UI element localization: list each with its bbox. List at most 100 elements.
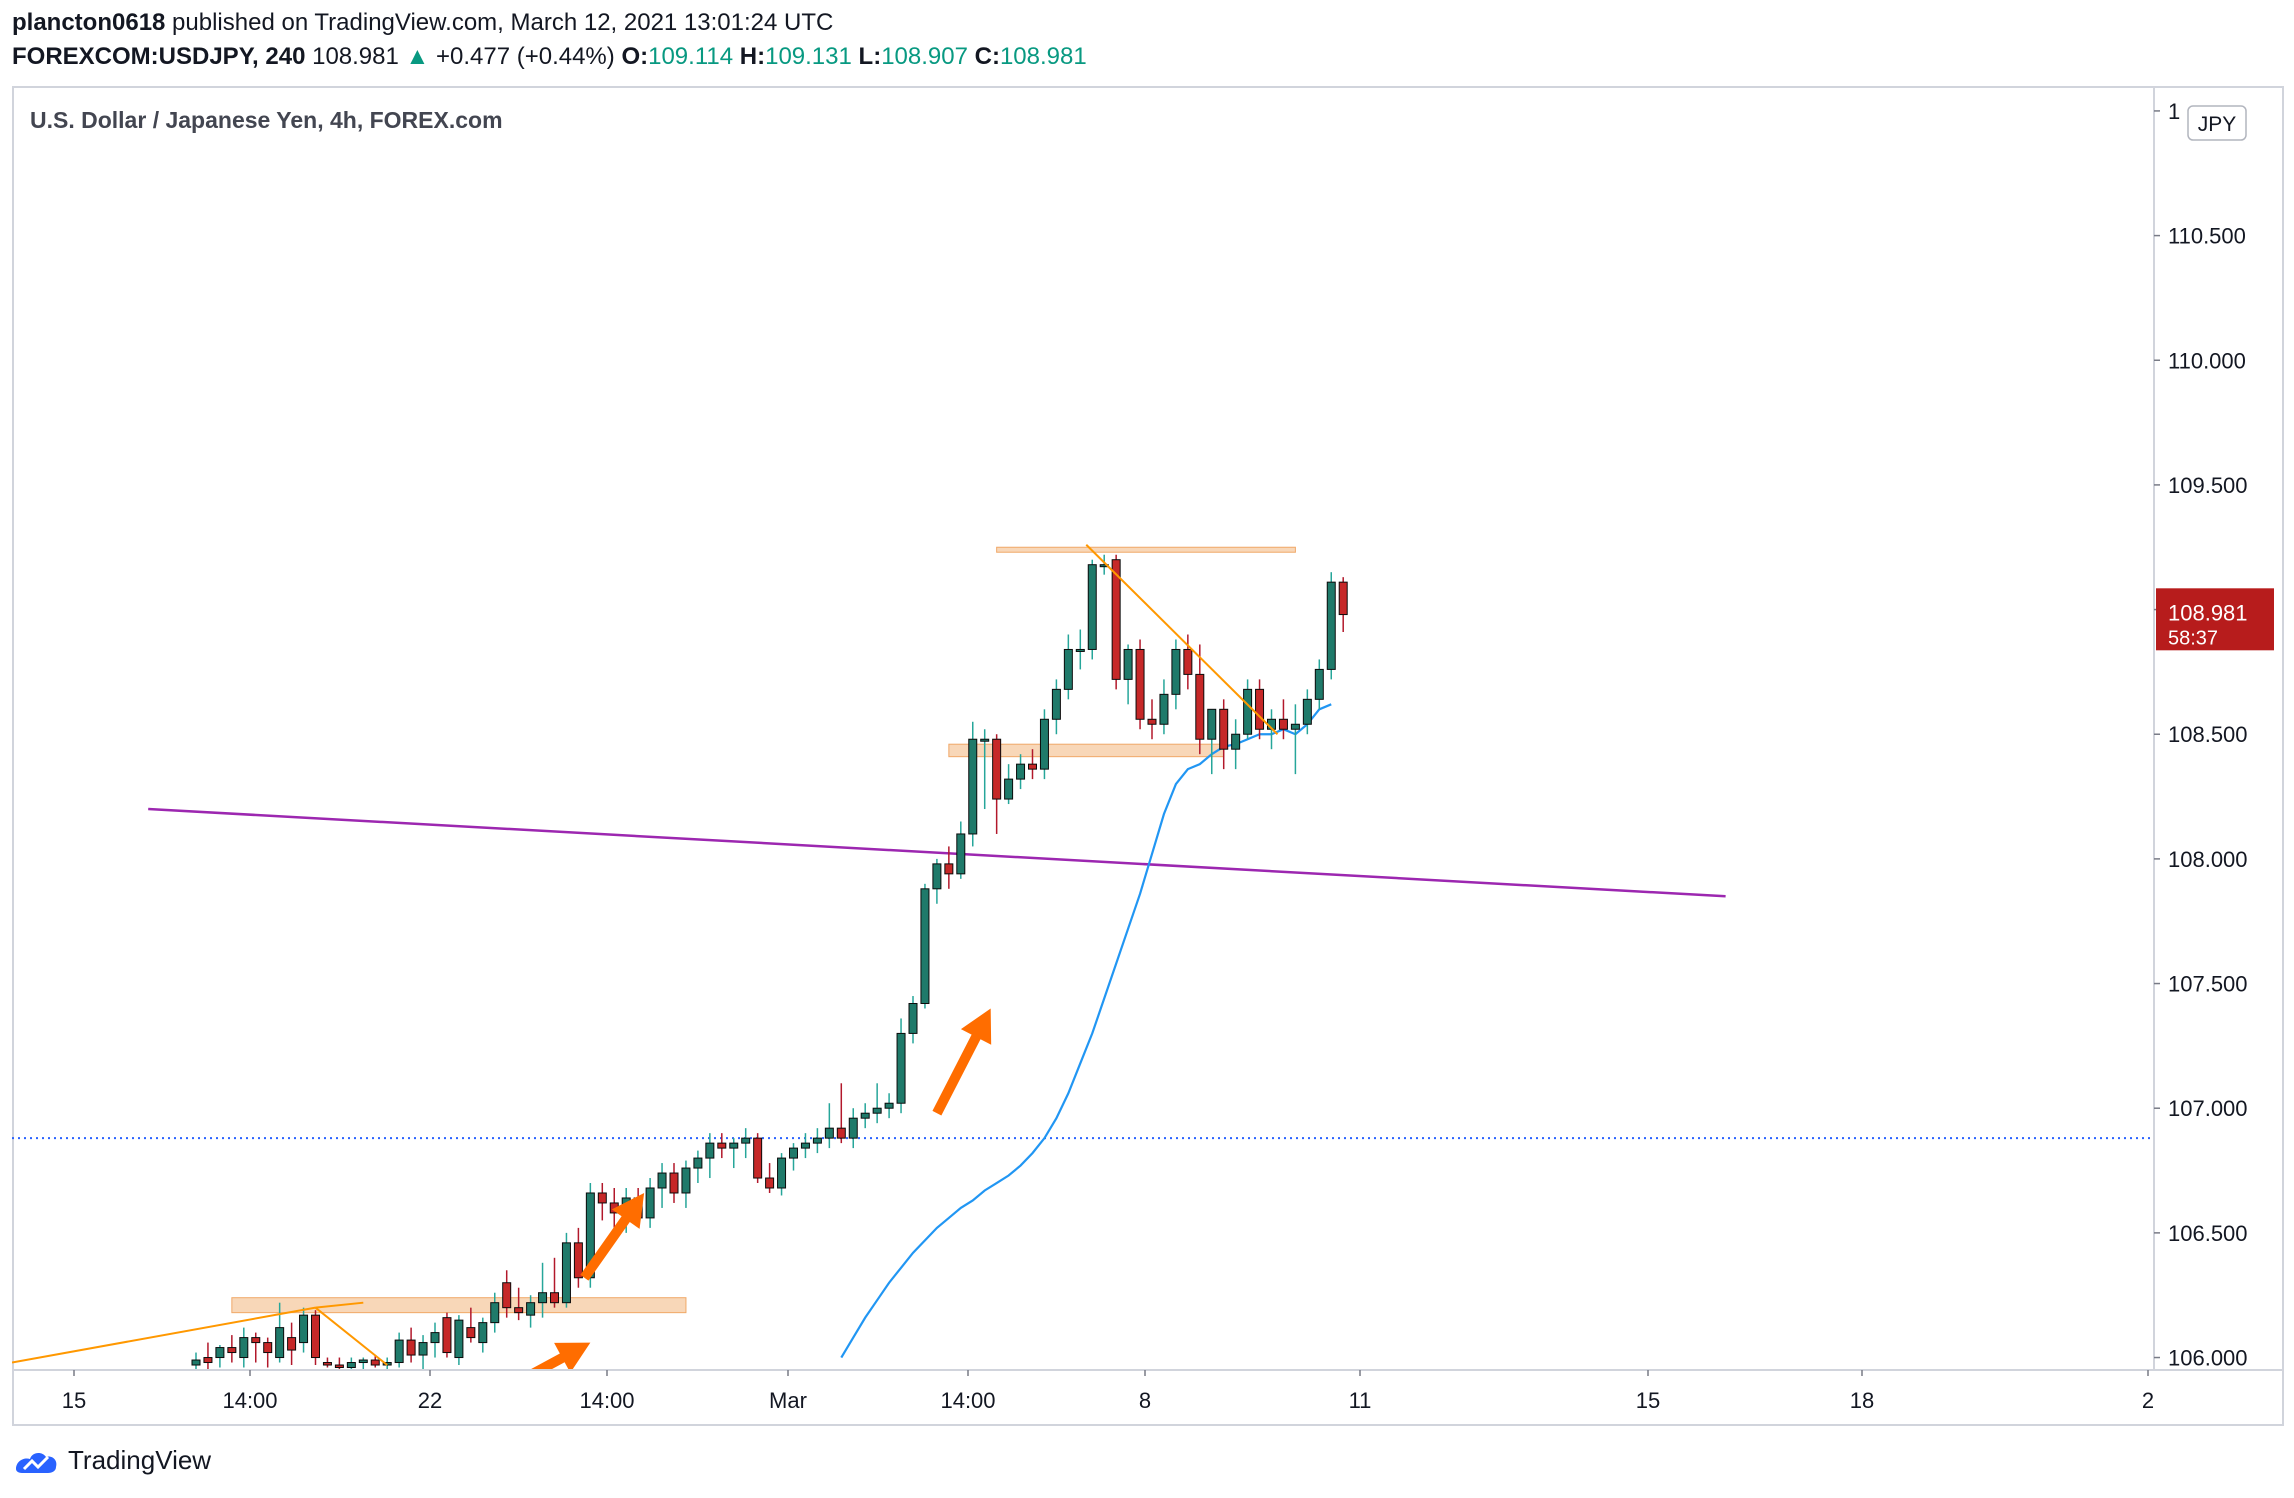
- price-tick-label: 107.000: [2168, 1096, 2248, 1121]
- time-tick-label: 18: [1850, 1388, 1874, 1413]
- author-name[interactable]: plancton0618: [12, 9, 166, 36]
- currency-badge[interactable]: JPY: [2187, 105, 2247, 141]
- candle: [215, 1345, 225, 1368]
- time-tick-label: 15: [62, 1388, 86, 1413]
- candle: [251, 1332, 261, 1363]
- candle-body: [454, 1319, 464, 1359]
- candle-body: [275, 1327, 285, 1359]
- price-tick-label: 1: [2168, 99, 2180, 124]
- candle: [1111, 554, 1121, 690]
- candle-body: [1326, 581, 1336, 670]
- time-tick-label: 14:00: [222, 1388, 277, 1413]
- orange-arrow: [580, 1192, 645, 1281]
- symbol-line: FOREXCOM:USDJPY, 240 108.981 ▲ +0.477 (+…: [12, 40, 1087, 74]
- candle-body: [203, 1357, 213, 1364]
- time-tick-label: 2: [2142, 1388, 2154, 1413]
- candle: [765, 1163, 775, 1193]
- candle-body: [442, 1317, 452, 1354]
- candle: [1183, 634, 1193, 690]
- candle-body: [932, 863, 942, 890]
- candle-body: [1314, 668, 1324, 700]
- price-tick-label: 106.500: [2168, 1221, 2248, 1246]
- candle-body: [526, 1302, 536, 1316]
- candle: [573, 1227, 583, 1288]
- chart-canvas[interactable]: 106.000 106.500 107.000 107.500 108.000 108.5…: [12, 86, 2284, 1426]
- candle-body: [1039, 718, 1049, 770]
- candle-body: [1051, 688, 1061, 720]
- candle-body: [777, 1157, 787, 1189]
- candle-body: [1338, 581, 1348, 616]
- candle-body: [992, 738, 1002, 800]
- candle-body: [1255, 688, 1265, 730]
- candle-body: [251, 1337, 261, 1344]
- candle-body: [1075, 648, 1085, 652]
- open-label: O:: [621, 43, 649, 70]
- candle-body: [729, 1142, 739, 1149]
- candle-body: [550, 1292, 559, 1304]
- sr-zone: [996, 546, 1296, 553]
- candle: [741, 1128, 751, 1159]
- candle: [227, 1335, 237, 1363]
- tradingview-logo-icon: [16, 1452, 57, 1473]
- candle: [1016, 754, 1026, 790]
- trendline: [315, 1301, 364, 1309]
- close-value: 108.981: [999, 43, 1087, 70]
- high-label: H:: [739, 43, 766, 70]
- orange-arrow: [529, 1342, 591, 1370]
- candle-body: [681, 1167, 691, 1194]
- candle: [466, 1307, 476, 1343]
- candle-body: [490, 1302, 500, 1324]
- candle: [908, 996, 918, 1044]
- candle: [1159, 679, 1169, 735]
- publish-line: plancton0618 published on TradingView.co…: [12, 6, 1087, 40]
- candle: [932, 858, 942, 904]
- candle: [478, 1317, 488, 1353]
- candle-body: [597, 1192, 607, 1204]
- time-tick-label: 8: [1139, 1388, 1151, 1413]
- trendline: [314, 1306, 388, 1366]
- candle: [430, 1322, 440, 1358]
- candle: [836, 1083, 846, 1144]
- lines-layer: [12, 703, 2154, 1359]
- candle-body: [1063, 648, 1073, 690]
- candle: [1243, 679, 1253, 740]
- candle-body: [1123, 648, 1133, 680]
- up-triangle-icon: ▲: [405, 43, 430, 70]
- candle: [394, 1332, 404, 1368]
- candle-body: [968, 738, 978, 835]
- candle-body: [263, 1342, 273, 1354]
- last-price: 108.981: [312, 43, 399, 70]
- orange-arrow: [932, 1008, 992, 1116]
- candle-body: [1207, 708, 1217, 740]
- time-tick-label: Mar: [769, 1388, 807, 1413]
- candle-body: [1159, 693, 1169, 725]
- chart-title: U.S. Dollar / Japanese Yen, 4h, FOREX.co…: [30, 107, 503, 133]
- price-tick-label: 110.000: [2168, 348, 2246, 373]
- candle-body: [322, 1362, 332, 1366]
- candle: [334, 1357, 344, 1370]
- candle: [1039, 709, 1049, 780]
- candle-body: [1183, 648, 1193, 675]
- candle-body: [561, 1242, 571, 1304]
- price-tick-label: 106.000: [2168, 1346, 2248, 1371]
- candle-body: [1135, 648, 1145, 720]
- candle-body: [1231, 733, 1241, 750]
- candle-body: [346, 1362, 356, 1369]
- candle: [561, 1232, 571, 1308]
- candle: [1290, 704, 1300, 775]
- candle-body: [334, 1364, 344, 1369]
- candle-body: [430, 1332, 440, 1344]
- candle: [550, 1257, 559, 1308]
- candle-body: [645, 1187, 655, 1219]
- footer-brand[interactable]: TradingView: [68, 1445, 212, 1475]
- candle: [1302, 689, 1312, 735]
- candle: [777, 1153, 787, 1196]
- candle-body: [418, 1342, 428, 1356]
- candle-body: [789, 1147, 798, 1159]
- candle: [920, 883, 930, 1009]
- low-label: L:: [858, 43, 882, 70]
- time-tick-label: 11: [1349, 1388, 1372, 1413]
- symbol-name: FOREXCOM:USDJPY, 240: [12, 43, 306, 70]
- candle-body: [1171, 648, 1181, 695]
- candle-body: [944, 863, 954, 875]
